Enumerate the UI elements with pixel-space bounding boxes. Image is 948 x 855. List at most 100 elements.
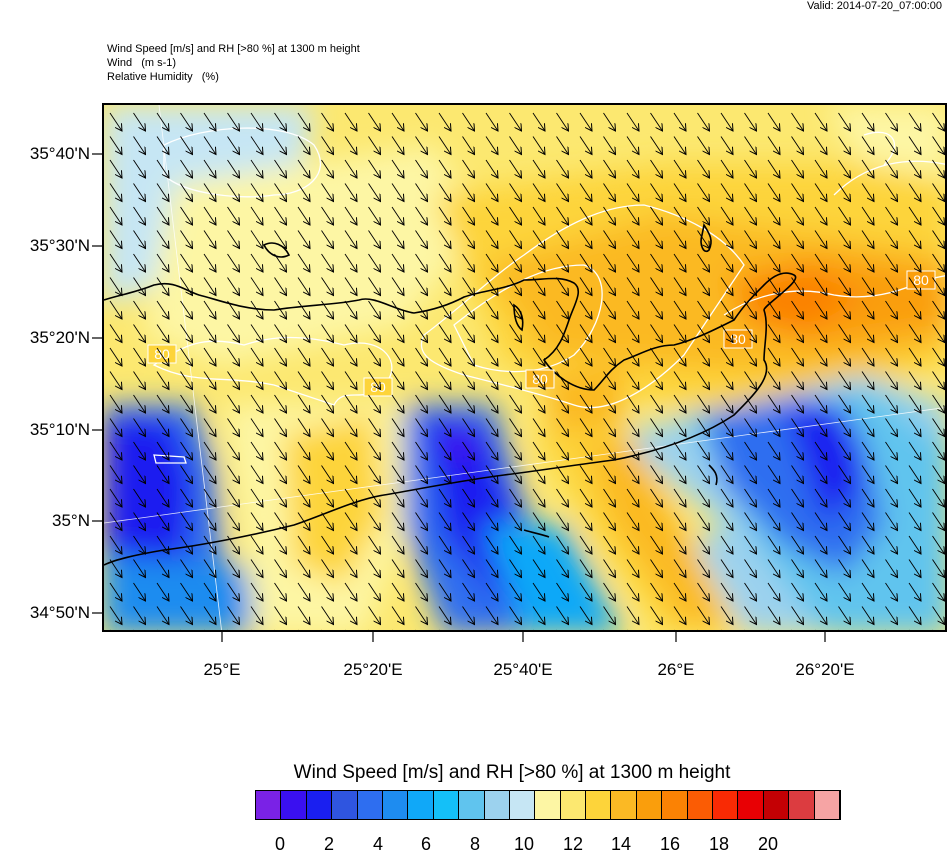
wind-arrow	[438, 606, 451, 625]
wind-arrow	[156, 418, 169, 437]
wind-arrow	[297, 418, 310, 437]
wind-arrow	[532, 253, 545, 272]
wind-arrow	[767, 371, 780, 390]
wind-arrow	[391, 512, 404, 531]
wind-arrow	[838, 441, 851, 460]
wind-arrow	[697, 582, 710, 601]
wind-arrow	[650, 418, 663, 437]
wind-arrow	[109, 206, 122, 225]
wind-arrow	[509, 559, 522, 578]
wind-arrow	[438, 253, 451, 272]
wind-arrow	[579, 582, 592, 601]
wind-arrow	[556, 183, 569, 202]
wind-arrow	[791, 582, 804, 601]
wind-arrow	[438, 488, 451, 507]
wind-arrow	[415, 418, 428, 437]
wind-arrow	[885, 159, 898, 178]
wind-arrow	[462, 582, 475, 601]
wind-arrow	[626, 465, 639, 484]
wind-arrow	[368, 559, 381, 578]
wind-arrow	[932, 324, 945, 343]
wind-arrow	[650, 488, 663, 507]
wind-arrow	[180, 136, 193, 155]
wind-arrow	[344, 488, 357, 507]
wind-arrow	[791, 300, 804, 319]
colorbar-label: 6	[420, 834, 431, 854]
wind-arrow	[250, 606, 263, 625]
wind-arrow	[321, 465, 334, 484]
wind-arrow	[697, 159, 710, 178]
wind-arrow	[885, 559, 898, 578]
wind-arrow	[274, 253, 287, 272]
wind-arrow	[274, 371, 287, 390]
wind-arrow	[391, 582, 404, 601]
wind-arrow	[485, 324, 498, 343]
wind-arrow	[133, 136, 146, 155]
wind-arrow	[532, 488, 545, 507]
wind-arrow	[838, 582, 851, 601]
wind-arrow	[297, 441, 310, 460]
wind-arrow	[485, 512, 498, 531]
wind-arrow	[438, 512, 451, 531]
wind-arrow	[885, 488, 898, 507]
wind-arrow	[180, 394, 193, 413]
wind-arrow	[697, 206, 710, 225]
wind-arrow	[603, 112, 616, 131]
wind-arrow	[509, 277, 522, 296]
wind-arrow	[438, 394, 451, 413]
wind-arrow	[485, 441, 498, 460]
wind-arrow	[274, 465, 287, 484]
wind-arrow	[156, 277, 169, 296]
wind-arrow	[180, 159, 193, 178]
y-tick-label: 35°N	[52, 511, 90, 530]
wind-arrow	[109, 183, 122, 202]
wind-arrow	[861, 136, 874, 155]
wind-arrow	[180, 183, 193, 202]
wind-arrow	[274, 512, 287, 531]
contour-label: 80	[913, 272, 929, 288]
wind-arrow	[109, 465, 122, 484]
wind-arrow	[321, 230, 334, 249]
wind-arrow	[579, 488, 592, 507]
wind-arrow	[885, 324, 898, 343]
wind-arrow	[438, 347, 451, 366]
wind-arrow	[109, 159, 122, 178]
wind-arrow	[485, 206, 498, 225]
wind-arrow	[297, 277, 310, 296]
wind-arrow	[462, 441, 475, 460]
wind-arrow	[650, 512, 663, 531]
y-tick-label: 35°10'N	[29, 420, 90, 439]
colorbar-swatch	[306, 791, 333, 819]
wind-arrow	[509, 488, 522, 507]
wind-arrow	[626, 324, 639, 343]
wind-arrow	[485, 559, 498, 578]
wind-arrow	[932, 488, 945, 507]
wind-arrow	[626, 136, 639, 155]
wind-arrow	[180, 465, 193, 484]
colorbar-label: 18	[708, 834, 730, 854]
wind-arrow	[650, 535, 663, 554]
wind-arrow	[556, 488, 569, 507]
wind-arrow	[321, 418, 334, 437]
wind-arrow	[156, 230, 169, 249]
wind-arrow	[532, 230, 545, 249]
wind-arrow	[603, 512, 616, 531]
wind-arrow	[109, 253, 122, 272]
wind-arrow	[344, 253, 357, 272]
wind-arrow	[720, 183, 733, 202]
wind-arrow	[838, 394, 851, 413]
wind-arrow	[932, 347, 945, 366]
wind-arrow	[438, 300, 451, 319]
wind-arrow	[744, 559, 757, 578]
colorbar-label: 2	[323, 834, 334, 854]
wind-arrow	[509, 112, 522, 131]
wind-arrow	[603, 371, 616, 390]
wind-arrow	[250, 535, 263, 554]
wind-arrow	[227, 159, 240, 178]
wind-arrow	[485, 183, 498, 202]
wind-arrow	[438, 206, 451, 225]
wind-arrow	[626, 300, 639, 319]
wind-arrow	[579, 253, 592, 272]
wind-arrow	[626, 253, 639, 272]
